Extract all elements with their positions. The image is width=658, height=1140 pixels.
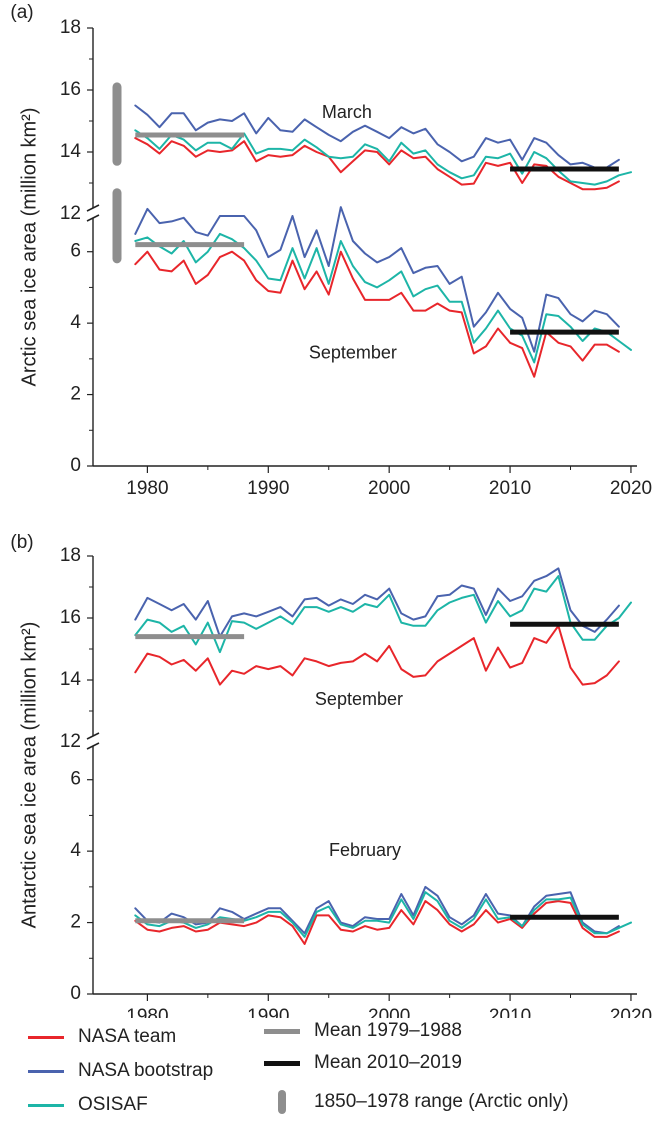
panel-1-x-tick-label-2020: 2020 bbox=[610, 478, 652, 499]
panel-1-september-label: September bbox=[309, 342, 397, 362]
legend-label-range: 1850–1978 range (Arctic only) bbox=[314, 1091, 569, 1112]
panel-1-y-tick-label-2: 2 bbox=[70, 384, 81, 405]
panel-1-break-mark-top bbox=[86, 204, 100, 212]
legend-label-osisaf: OSISAF bbox=[78, 1094, 148, 1115]
panel-2-x-tick-label-2010: 2010 bbox=[489, 1006, 531, 1018]
panel-2-x-tick-label-1980: 1980 bbox=[126, 1006, 168, 1018]
legend-item-osisaf: OSISAF bbox=[28, 1094, 148, 1116]
panel-2-february-series-osisaf bbox=[134, 891, 632, 938]
panel-2-september-series-osisaf bbox=[134, 575, 632, 654]
legend-swatch-mean-late bbox=[264, 1060, 300, 1066]
legend-swatch-nasa-team bbox=[28, 1035, 64, 1039]
legend-swatch-nasa-bootstrap bbox=[28, 1069, 64, 1073]
panel-1-y-tick-label-6: 6 bbox=[70, 241, 81, 262]
legend-label-nasa-bootstrap: NASA bootstrap bbox=[78, 1060, 214, 1081]
panel-1-march-series-osisaf bbox=[134, 129, 632, 186]
legend: NASA team NASA bootstrap OSISAF Mean 197… bbox=[28, 1018, 658, 1140]
panel-2-february-series-nasa-bootstrap bbox=[134, 885, 620, 935]
legend-item-mean-late: Mean 2010–2019 bbox=[264, 1052, 462, 1074]
panel-1-y-tick-label-12: 12 bbox=[60, 203, 81, 224]
panel-2-y-tick-label-14: 14 bbox=[60, 669, 82, 690]
panel-2-september-label: September bbox=[315, 689, 403, 709]
legend-swatch-range bbox=[278, 1090, 286, 1114]
panel-2-y-tick-label-4: 4 bbox=[70, 840, 81, 861]
legend-item-nasa-bootstrap: NASA bootstrap bbox=[28, 1060, 213, 1082]
panel-2-y-tick-label-18: 18 bbox=[60, 545, 81, 566]
panel-1-y-tick-label-16: 16 bbox=[60, 79, 81, 100]
panel-2-y-tick-label-12: 12 bbox=[60, 731, 81, 752]
panel-1-y-tick-label-0: 0 bbox=[70, 455, 81, 476]
legend-swatch-mean-early bbox=[264, 1028, 300, 1034]
panel-2-label: (b) bbox=[10, 532, 33, 553]
panel-2-y-tick-label-6: 6 bbox=[70, 769, 81, 790]
panel-2-y-tick-label-16: 16 bbox=[60, 607, 81, 628]
panel-1-y-axis-label: Arctic sea ice area (million km²) bbox=[18, 108, 40, 387]
panel-1-label: (a) bbox=[10, 2, 33, 23]
panel-1-x-tick-label-1980: 1980 bbox=[126, 478, 168, 499]
panel-2-february-series-nasa-team bbox=[134, 900, 620, 945]
legend-label-mean-early: Mean 1979–1988 bbox=[314, 1020, 462, 1041]
panel-1-y-tick-label-18: 18 bbox=[60, 17, 81, 38]
panel-1-march-label: March bbox=[322, 102, 372, 122]
panel-2-break-mark-bottom bbox=[86, 742, 100, 750]
panel-2-y-axis-label: Antarctic sea ice area (million km²) bbox=[18, 622, 40, 929]
panel-1-y-tick-label-14: 14 bbox=[60, 141, 82, 162]
panel-1-break-mark-bottom bbox=[86, 214, 100, 222]
panel-2-y-tick-label-0: 0 bbox=[70, 983, 81, 1004]
panel-1-y-tick-label-4: 4 bbox=[70, 312, 81, 333]
legend-label-mean-late: Mean 2010–2019 bbox=[314, 1052, 462, 1073]
panel-2-x-tick-label-2020: 2020 bbox=[610, 1006, 652, 1018]
sea-ice-figure: (a) Arctic sea ice area (million km²) 12 14… bbox=[10, 2, 652, 1018]
legend-swatch-osisaf bbox=[28, 1103, 64, 1107]
panel-1-x-tick-label-2000: 2000 bbox=[368, 478, 410, 499]
panel-1-september-series-nasa-team bbox=[134, 250, 620, 378]
panel-2-february-label: February bbox=[329, 840, 401, 860]
panel-1-september-series-osisaf bbox=[134, 232, 632, 364]
legend-item-nasa-team: NASA team bbox=[28, 1026, 176, 1048]
panel-1-x-tick-label-2010: 2010 bbox=[489, 478, 531, 499]
panel-2-y-tick-label-2: 2 bbox=[70, 912, 81, 933]
panel-2-september-series-nasa-bootstrap bbox=[134, 567, 620, 638]
panel-1-x-tick-label-1990: 1990 bbox=[247, 478, 289, 499]
panel-2-x-tick-label-1990: 1990 bbox=[247, 1006, 289, 1018]
panel-1-march-series-nasa-bootstrap bbox=[134, 104, 620, 169]
legend-label-nasa-team: NASA team bbox=[78, 1026, 177, 1047]
legend-item-mean-early: Mean 1979–1988 bbox=[264, 1020, 462, 1042]
legend-item-range: 1850–1978 range (Arctic only) bbox=[264, 1090, 569, 1114]
panel-1-march-series-nasa-team bbox=[134, 137, 620, 191]
panel-2-x-tick-label-2000: 2000 bbox=[368, 1006, 410, 1018]
panel-2-september-series-nasa-team bbox=[134, 624, 620, 686]
panel-2-break-mark-top bbox=[86, 732, 100, 740]
